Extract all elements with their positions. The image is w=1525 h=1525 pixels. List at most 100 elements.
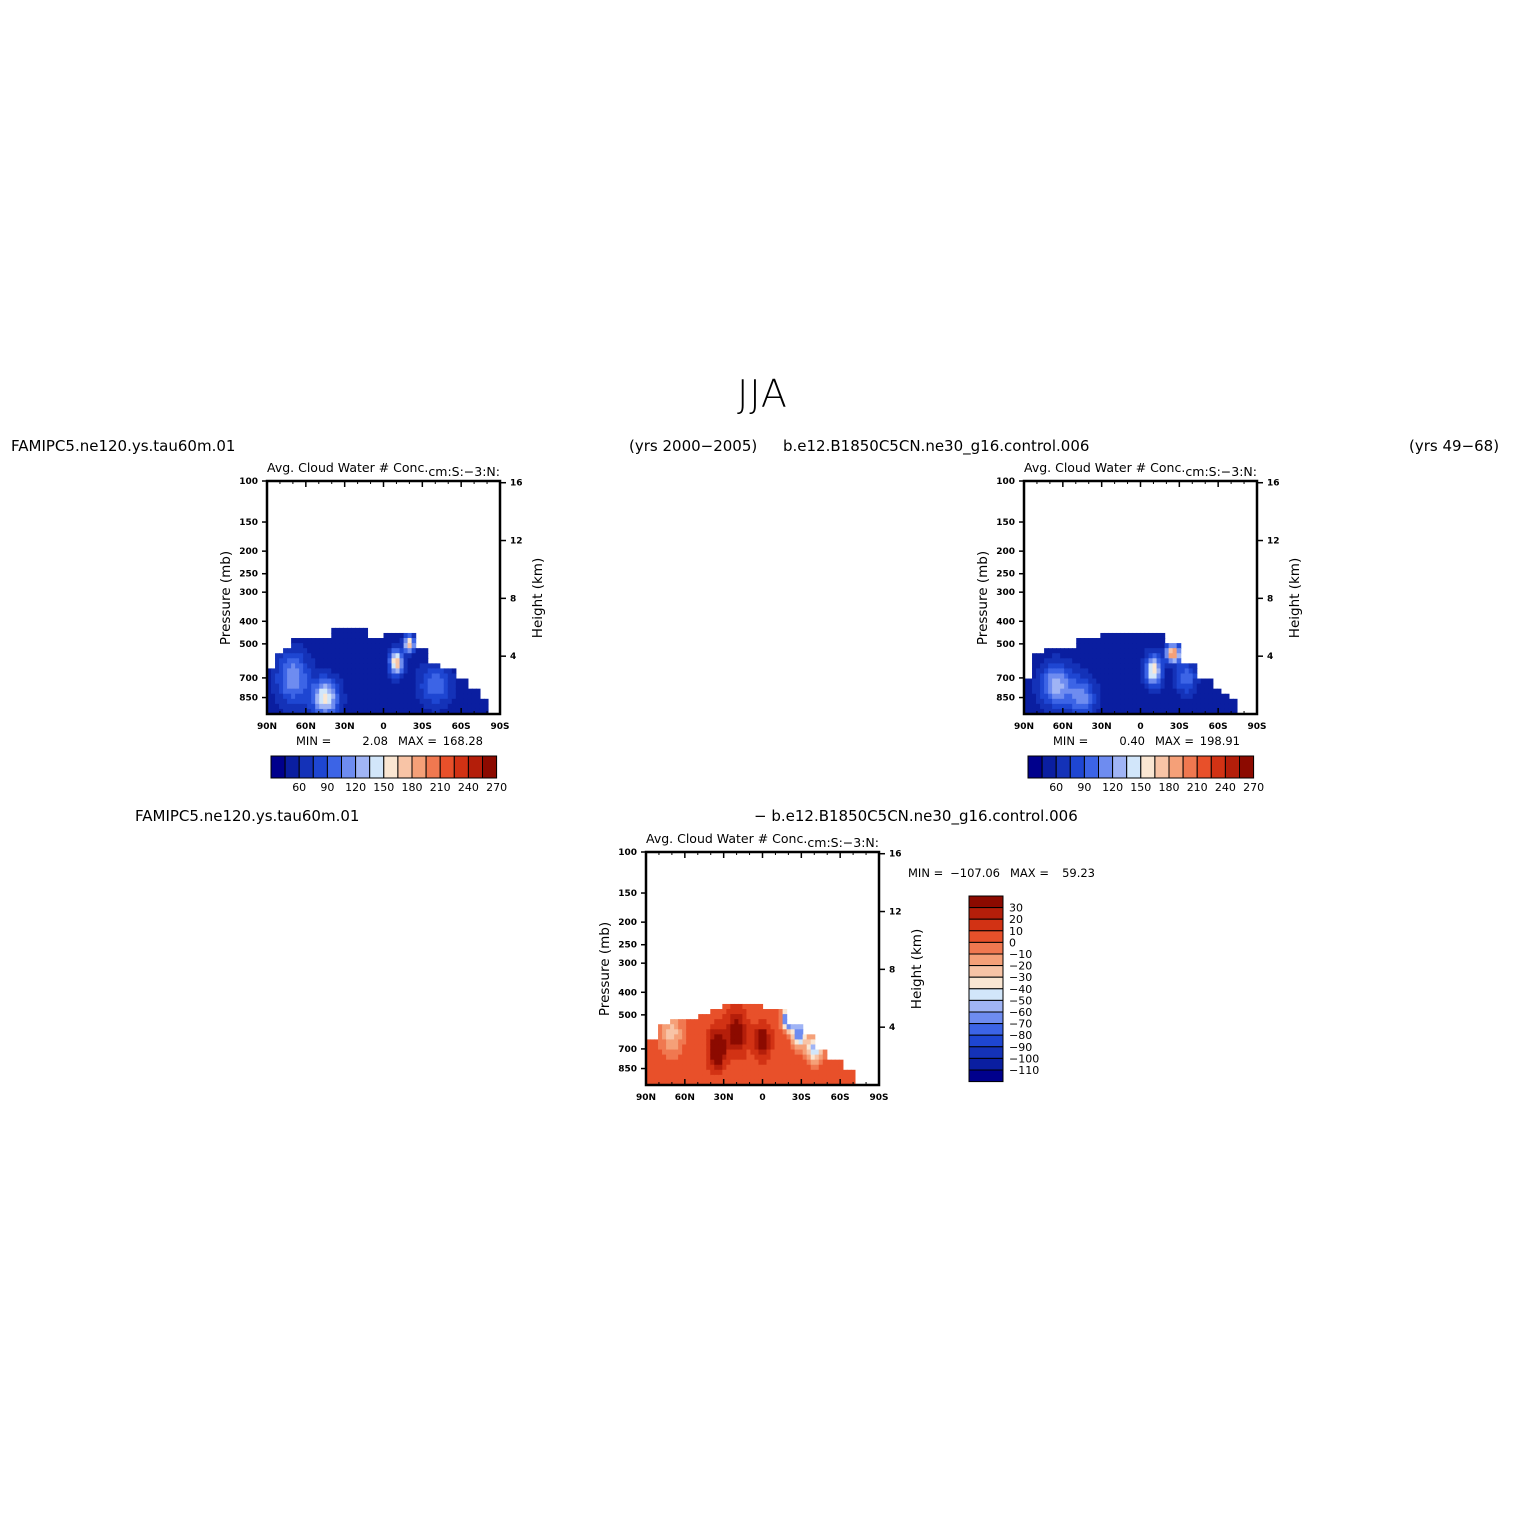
contour-cell — [455, 693, 461, 700]
contour-cell — [459, 678, 465, 685]
contour-cell — [399, 638, 405, 644]
contour-cell — [431, 683, 437, 690]
contour-cell — [1196, 678, 1202, 685]
contour-cell — [1148, 638, 1154, 644]
contour-cell — [722, 1044, 727, 1051]
contour-cell — [423, 668, 429, 675]
contour-cell — [415, 683, 421, 690]
contour-cell — [383, 693, 389, 700]
contour-cell — [399, 698, 405, 705]
contour-cell — [395, 678, 401, 685]
contour-cell — [363, 673, 369, 680]
contour-cell — [666, 1069, 671, 1076]
contour-cell — [654, 1059, 659, 1066]
contour-cell — [726, 1044, 731, 1051]
contour-cell — [722, 1064, 727, 1071]
contour-cell — [1120, 708, 1126, 714]
contour-cell — [1032, 678, 1037, 685]
contour-cell — [714, 1069, 719, 1076]
contour-cell — [814, 1059, 820, 1066]
contour-cell — [650, 1049, 655, 1056]
contour-cell — [1176, 648, 1182, 654]
contour-cell — [403, 688, 409, 695]
contour-cell — [1208, 698, 1214, 705]
contour-cell — [1184, 678, 1190, 685]
contour-cell — [666, 1059, 671, 1066]
colorbar-box — [1239, 755, 1255, 779]
contour-cell — [802, 1079, 808, 1085]
contour-cell — [762, 1069, 768, 1076]
contour-cell — [1076, 658, 1081, 664]
contour-cell — [1096, 663, 1101, 670]
x-tick-label: 60S — [1209, 722, 1228, 732]
contour-cell — [770, 1039, 776, 1046]
contour-cell — [1048, 663, 1053, 670]
contour-cell — [359, 668, 365, 675]
contour-cell — [1216, 698, 1222, 705]
contour-cell — [1124, 658, 1130, 664]
contour-cell — [383, 663, 389, 670]
y-tick-label: 850 — [996, 694, 1015, 704]
contour-cell — [1128, 648, 1134, 654]
contour-cell — [287, 678, 292, 685]
contour-cell — [1092, 683, 1097, 690]
contour-cell — [738, 1024, 744, 1030]
contour-cell — [1084, 683, 1089, 690]
contour-cell — [774, 1074, 780, 1081]
contour-cell — [1212, 703, 1218, 710]
contour-cell — [1132, 663, 1138, 670]
contour-cell — [415, 688, 421, 695]
contour-cell — [710, 1074, 715, 1081]
contour-cell — [1040, 653, 1045, 659]
contour-cell — [419, 688, 425, 695]
contour-cell — [782, 1054, 788, 1061]
colorbar-label: 90 — [320, 781, 334, 794]
contour-cell — [371, 673, 377, 680]
contour-cell — [770, 1054, 776, 1061]
contour-cell — [375, 693, 381, 700]
colorbar-label: −20 — [1009, 960, 1032, 973]
contour-field — [1024, 632, 1238, 714]
contour-cell — [399, 643, 405, 649]
contour-cell — [1072, 663, 1077, 670]
contour-cell — [1092, 688, 1097, 695]
contour-cell — [1176, 678, 1182, 685]
contour-cell — [786, 1064, 792, 1071]
contour-cell — [718, 1034, 723, 1041]
contour-cell — [1216, 708, 1222, 714]
contour-cell — [343, 638, 348, 644]
contour-cell — [351, 698, 356, 705]
contour-cell — [1044, 658, 1049, 664]
contour-cell — [275, 658, 280, 664]
contour-cell — [1156, 703, 1162, 710]
contour-cell — [407, 688, 413, 695]
contour-cell — [319, 673, 324, 680]
colorbar-box — [968, 907, 1004, 920]
contour-cell — [1080, 658, 1085, 664]
contour-cell — [1112, 648, 1117, 654]
contour-cell — [1132, 683, 1138, 690]
contour-cell — [770, 1009, 776, 1015]
contour-cell — [678, 1034, 683, 1041]
contour-cell — [427, 673, 433, 680]
contour-cell — [666, 1044, 671, 1051]
contour-cell — [395, 658, 401, 664]
contour-cell — [1216, 688, 1222, 695]
contour-cell — [1044, 648, 1049, 654]
contour-cell — [834, 1079, 840, 1085]
contour-cell — [678, 1044, 683, 1051]
contour-cell — [347, 673, 352, 680]
contour-cell — [1112, 703, 1117, 710]
contour-cell — [1060, 703, 1065, 710]
contour-cell — [1156, 708, 1162, 714]
contour-cell — [1144, 653, 1150, 659]
contour-cell — [738, 1003, 744, 1010]
contour-cell — [686, 1034, 691, 1041]
contour-cell — [331, 668, 336, 675]
contour-cell — [782, 1029, 788, 1035]
contour-cell — [766, 1024, 772, 1030]
contour-cell — [1028, 698, 1033, 705]
contour-cell — [439, 703, 445, 710]
contour-cell — [1088, 678, 1093, 685]
contour-cell — [387, 698, 393, 705]
